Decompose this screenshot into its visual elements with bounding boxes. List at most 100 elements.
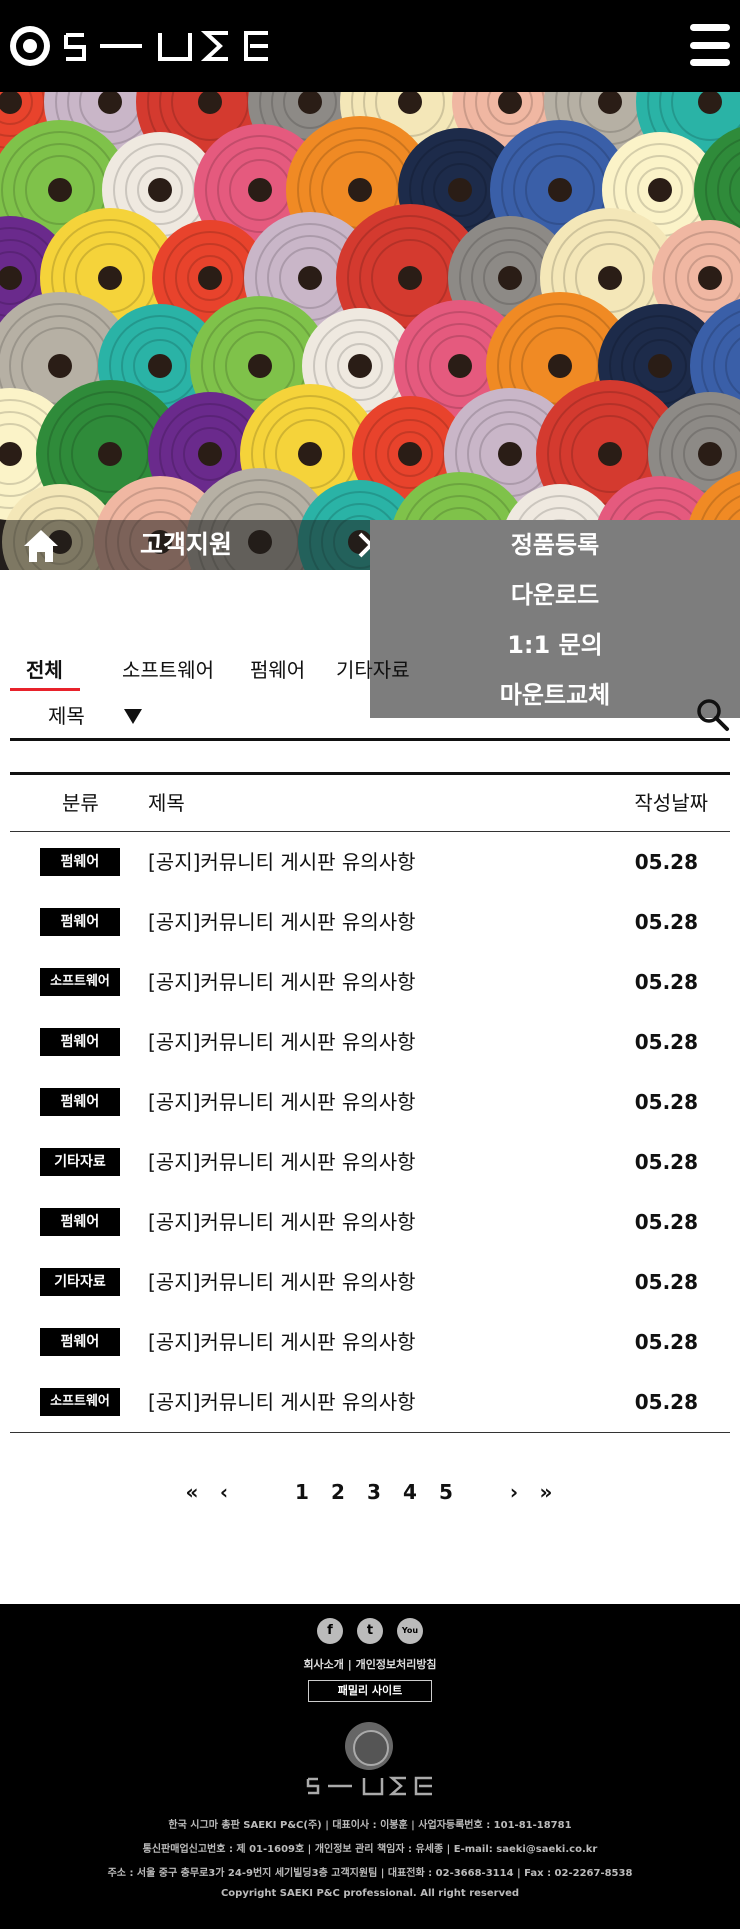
- post-title-link[interactable]: [공지]커뮤니티 게시판 유의사항: [148, 1330, 416, 1354]
- tab-other[interactable]: 기타자료: [336, 658, 410, 682]
- post-title-link[interactable]: [공지]커뮤니티 게시판 유의사항: [148, 1270, 416, 1294]
- fabric-roll-ring: [725, 337, 740, 395]
- table-row[interactable]: 기타자료 [공지]커뮤니티 게시판 유의사항 05.28: [10, 1132, 730, 1192]
- table-row[interactable]: 소프트웨어 [공지]커뮤니티 게시판 유의사항 05.28: [10, 952, 730, 1012]
- table-row[interactable]: 소프트웨어 [공지]커뮤니티 게시판 유의사항 05.28: [10, 1372, 730, 1432]
- footer-company-info: 한국 시그마 총판 SAEKI P&C(주) | 대표이사 : 이봉훈 | 사업…: [168, 1820, 572, 1831]
- category-badge: 펌웨어: [40, 1028, 120, 1056]
- search-divider: [10, 738, 730, 741]
- post-title-link[interactable]: [공지]커뮤니티 게시판 유의사항: [148, 1390, 416, 1414]
- home-icon[interactable]: [22, 528, 60, 564]
- post-title-link[interactable]: [공지]커뮤니티 게시판 유의사항: [148, 970, 416, 994]
- fabric-roll-core: [148, 354, 172, 378]
- fabric-roll-ring: [337, 343, 383, 389]
- site-header: [0, 0, 740, 92]
- footer-links[interactable]: 회사소개 | 개인정보처리방침: [303, 1658, 437, 1671]
- fabric-roll-core: [498, 442, 522, 466]
- fabric-roll-core: [198, 266, 222, 290]
- table-row[interactable]: 기타자료 [공지]커뮤니티 게시판 유의사항 05.28: [10, 1252, 730, 1312]
- dropdown-item-register[interactable]: 정품등록: [510, 531, 600, 559]
- sigma-logo[interactable]: [10, 22, 274, 70]
- category-badge: 펌웨어: [40, 1208, 120, 1236]
- post-title-link[interactable]: [공지]커뮤니티 게시판 유의사항: [148, 1030, 416, 1054]
- prev-page-button[interactable]: ‹: [219, 1480, 229, 1504]
- fabric-roll-core: [98, 92, 122, 114]
- post-date: 05.28: [634, 1270, 698, 1294]
- post-title-link[interactable]: [공지]커뮤니티 게시판 유의사항: [148, 850, 416, 874]
- support-dropdown-list: 정품등록 다운로드 1:1 문의 마운트교체: [370, 520, 740, 720]
- fabric-roll-core: [548, 178, 572, 202]
- first-page-button[interactable]: «: [185, 1480, 199, 1504]
- page-4-button[interactable]: 4: [403, 1480, 417, 1504]
- table-row[interactable]: 펌웨어 [공지]커뮤니티 게시판 유의사항 05.28: [10, 1072, 730, 1132]
- fabric-roll-ring: [687, 255, 733, 301]
- fabric-roll-core: [398, 442, 422, 466]
- tab-software[interactable]: 소프트웨어: [122, 658, 214, 682]
- fabric-roll-core: [98, 266, 122, 290]
- tab-all[interactable]: 전체: [26, 658, 63, 682]
- post-date: 05.28: [634, 1330, 698, 1354]
- fabric-roll-core: [0, 266, 22, 290]
- table-row[interactable]: 펌웨어 [공지]커뮤니티 게시판 유의사항 05.28: [10, 832, 730, 892]
- youtube-icon[interactable]: You: [397, 1618, 423, 1644]
- post-date: 05.28: [634, 1150, 698, 1174]
- dropdown-item-download[interactable]: 다운로드: [510, 581, 600, 609]
- category-badge: 펌웨어: [40, 1328, 120, 1356]
- fabric-roll-core: [98, 442, 122, 466]
- page-1-button[interactable]: 1: [295, 1480, 309, 1504]
- footer-sigma-wordmark: [306, 1776, 432, 1796]
- twitter-icon[interactable]: t: [357, 1618, 383, 1644]
- search-field-select[interactable]: 제목: [48, 704, 85, 728]
- fabric-roll-ring: [133, 339, 187, 393]
- post-title-link[interactable]: [공지]커뮤니티 게시판 유의사항: [148, 1090, 416, 1114]
- next-page-button[interactable]: ›: [509, 1480, 519, 1504]
- fabric-roll-core: [698, 266, 722, 290]
- fabric-roll-ring: [0, 251, 37, 305]
- table-row[interactable]: 펌웨어 [공지]커뮤니티 게시판 유의사항 05.28: [10, 892, 730, 952]
- family-site-select[interactable]: 패밀리 사이트: [308, 1680, 432, 1702]
- fabric-roll-ring: [137, 167, 183, 213]
- column-header-category: 분류: [62, 791, 99, 815]
- fabric-roll-core: [498, 266, 522, 290]
- fabric-roll-ring: [713, 323, 740, 409]
- post-title-link[interactable]: [공지]커뮤니티 게시판 유의사항: [148, 1210, 416, 1234]
- fabric-roll-ring: [483, 251, 537, 305]
- table-row[interactable]: 펌웨어 [공지]커뮤니티 게시판 유의사항 05.28: [10, 1312, 730, 1372]
- fabric-roll-ring: [183, 427, 237, 481]
- fabric-roll-core: [198, 92, 222, 114]
- post-date: 05.28: [634, 1090, 698, 1114]
- fabric-roll-ring: [705, 138, 740, 242]
- hamburger-line: [690, 59, 730, 66]
- breadcrumb-current[interactable]: 고객지원: [140, 530, 233, 559]
- tab-firmware[interactable]: 펌웨어: [250, 658, 306, 682]
- page-5-button[interactable]: 5: [439, 1480, 453, 1504]
- fabric-roll-ring: [25, 155, 95, 225]
- dropdown-item-mount-change[interactable]: 마운트교체: [499, 681, 611, 709]
- caret-down-icon[interactable]: [122, 706, 144, 726]
- category-badge: 펌웨어: [40, 908, 120, 936]
- fabric-roll-core: [548, 354, 572, 378]
- fabric-roll-core: [198, 442, 222, 466]
- menu-hamburger-icon[interactable]: [690, 24, 730, 66]
- fabric-roll-core: [148, 178, 172, 202]
- search-icon[interactable]: [696, 698, 730, 732]
- table-header: 분류 제목 작성날짜: [10, 772, 730, 832]
- social-links: f t You: [0, 1618, 740, 1644]
- facebook-icon[interactable]: f: [317, 1618, 343, 1644]
- fabric-roll-ring: [671, 92, 740, 141]
- table-body: 펌웨어 [공지]커뮤니티 게시판 유의사항 05.28 펌웨어 [공지]커뮤니티 게시판…: [10, 832, 730, 1433]
- table-row[interactable]: 펌웨어 [공지]커뮤니티 게시판 유의사항 05.28: [10, 1192, 730, 1252]
- fabric-roll-ring: [729, 166, 740, 214]
- category-badge: 소프트웨어: [40, 1388, 120, 1416]
- last-page-button[interactable]: »: [539, 1480, 553, 1504]
- fabric-roll-core: [398, 266, 422, 290]
- fabric-roll-core: [298, 266, 322, 290]
- fabric-roll-ring: [683, 427, 737, 481]
- page-2-button[interactable]: 2: [331, 1480, 345, 1504]
- page-3-button[interactable]: 3: [367, 1480, 381, 1504]
- table-row[interactable]: 펌웨어 [공지]커뮤니티 게시판 유의사항 05.28: [10, 1012, 730, 1072]
- post-title-link[interactable]: [공지]커뮤니티 게시판 유의사항: [148, 1150, 416, 1174]
- post-title-link[interactable]: [공지]커뮤니티 게시판 유의사항: [148, 910, 416, 934]
- dropdown-item-inquiry[interactable]: 1:1 문의: [507, 631, 603, 659]
- fabric-roll-core: [698, 442, 722, 466]
